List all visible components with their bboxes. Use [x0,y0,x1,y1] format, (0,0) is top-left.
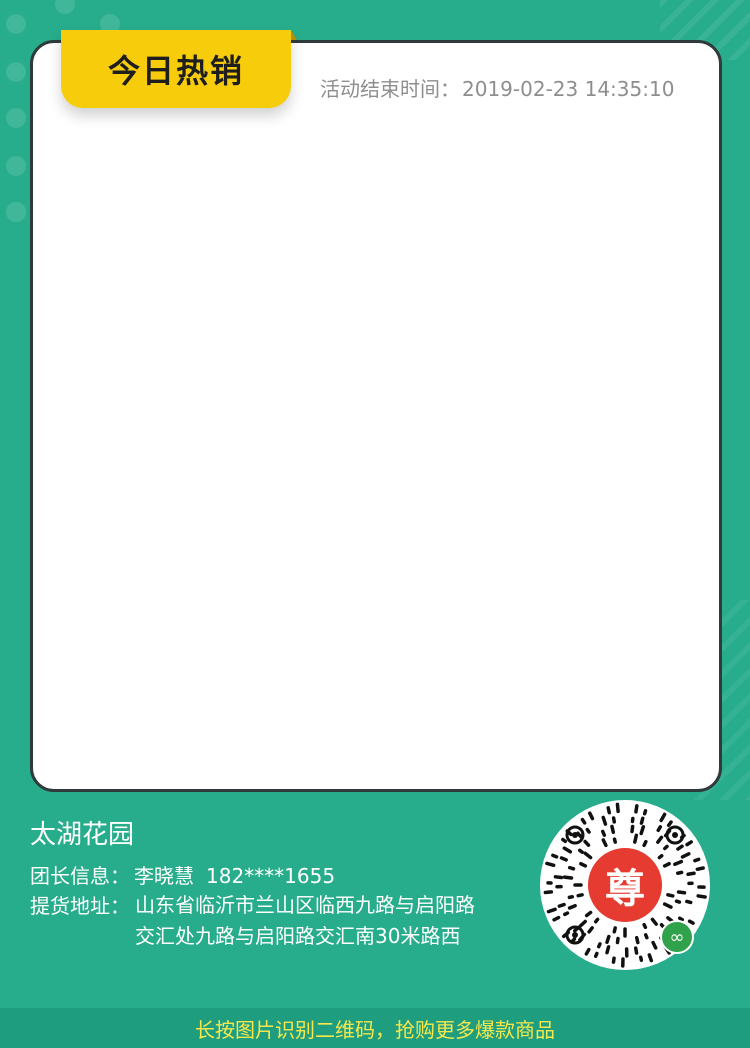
address-line-1: 山东省临沂市兰山区临西九路与启阳路 [135,893,475,917]
pickup-address: 提货地址： 山东省临沂市兰山区临西九路与启阳路 交汇处九路与启阳路交汇南30米路… [30,890,475,948]
mini-program-link-icon: ∞ [660,920,694,954]
end-time-label: 活动结束时间： [320,77,460,101]
shop-name: 太湖花园 [30,820,135,850]
footer-bar: 长按图片识别二维码，抢购更多爆款商品 [0,1008,750,1048]
hot-sale-badge: 今日热销 [61,30,297,108]
end-time-value: 2019-02-23 14:35:10 [462,77,675,101]
address-label: 提货地址： [30,894,130,918]
qr-code-pattern-icon [543,802,707,968]
address-line-2: 交汇处九路与启阳路交汇南30米路西 [135,924,461,948]
mini-program-qr-code[interactable]: 尊 ∞ [540,800,710,970]
badge-title: 今日热销 [107,52,244,90]
product-image-card [30,40,722,792]
qr-center-logo: 尊 [588,848,662,922]
leader-label: 团长信息： [30,864,130,888]
leader-name: 李晓慧 [134,864,194,888]
leader-phone: 182****1655 [206,864,336,888]
leader-info: 团长信息： 李晓慧 182****1655 [30,860,335,889]
activity-end-time: 活动结束时间： 2019-02-23 14:35:10 [320,73,674,102]
footer-hint-text: 长按图片识别二维码，抢购更多爆款商品 [195,1017,555,1042]
